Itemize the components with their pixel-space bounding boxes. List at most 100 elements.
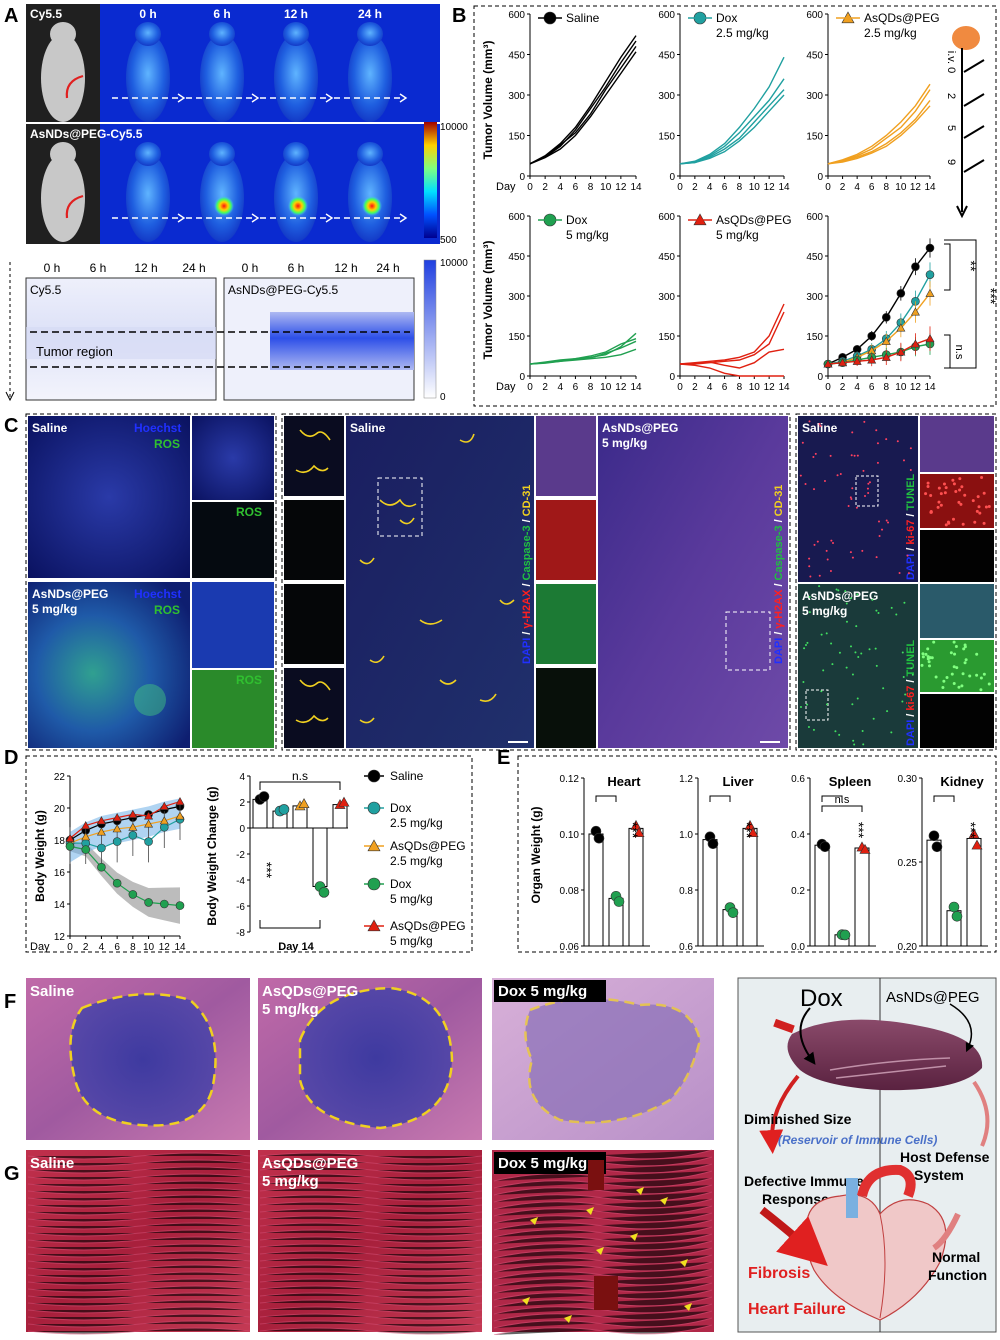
h-defective-1: Defective Immune [744,1173,864,1189]
ki67-speck [825,549,828,552]
tunel-speck [960,684,964,688]
data-point [159,816,169,825]
hm-left-label: Cy5.5 [30,283,62,297]
sig-bracket [933,795,955,802]
legend-marker [367,919,381,932]
cd31-vessel [399,517,415,525]
sig-bracket [259,781,341,790]
y-tick-label: 150 [658,332,675,343]
data-point [838,358,848,367]
sig-label: *** [259,862,275,879]
h-reservoir: (Reservoir of Immune Cells) [778,1133,937,1147]
panel-g-masson-heart: Saline AsQDs@PEG 5 mg/kg Dox 5 mg/kg [26,1149,714,1336]
sig-bracket [944,239,977,369]
panel-a-time-6h: 6 h [213,7,230,21]
x-tick-label: 4 [854,382,860,393]
data-point [144,811,154,820]
organ-point [633,827,645,837]
tumor-curve-4 [680,311,785,365]
fibrosis-arrow-icon [522,1297,530,1305]
ki67-speck [867,492,870,495]
ki67-speck [875,556,878,559]
ki67-speck [829,570,832,573]
data-point [96,827,106,836]
ki67-speck [823,479,826,482]
fiber [27,1180,251,1188]
tumor-signal [214,196,234,216]
x-tick-label: 12 [615,382,627,393]
organ-bar [628,827,644,947]
ki67-speck [808,565,811,568]
tumor-curve-2 [827,83,931,165]
ki67-speck [924,492,928,496]
legend-name: Saline [390,769,424,783]
y-tick-label: 1.2 [679,774,693,785]
ki67-speck [963,493,967,497]
hm-time-8: 24 h [376,261,399,275]
panel-a-colorbar [424,122,437,238]
organ-title: Heart [607,774,641,789]
cd31-vessel [439,679,457,685]
y-tick-label: 600 [658,212,675,223]
organ-point [593,832,605,844]
data-point [128,830,138,840]
fibrosis-arrow-icon [596,1247,604,1255]
organ-point [839,929,851,941]
c3-asnd: AsNDs@PEG [802,589,878,603]
y-tick-label: 12 [54,932,66,943]
c1-asnd: AsNDs@PEG [32,587,108,601]
y-tick-label: 600 [658,10,675,21]
y-tick-label: 0.08 [560,886,580,897]
ki67-speck [976,495,980,499]
tunel-speck [868,648,871,651]
hm-time-4: 24 h [182,261,205,275]
x-tick-label: 4 [558,382,564,393]
organ-point [707,838,719,850]
data-point [910,307,920,316]
y-tick-label: 300 [806,292,823,303]
ki67-speck [814,452,817,455]
ki67-speck [960,485,964,489]
y-tick-label: 150 [658,132,675,143]
y-tick-label: 300 [806,91,823,102]
legend-name: AsQDs@PEG [390,839,466,853]
h-dox-title: Dox [800,985,843,1012]
panel-a-time-12h: 12 h [284,7,308,21]
panel-a-row2-label: AsNDs@PEG-Cy5.5 [30,127,143,141]
tunel-speck [927,660,931,664]
tunel-speck [975,673,979,677]
mouse-fluorescence [126,154,170,242]
x-tick-label: 14 [630,382,642,393]
c3-channel-legend-1: DAPI/ki-67/TUNEL [905,474,917,580]
y-tick-label: 450 [508,51,525,62]
hm-time-5: 0 h [242,261,259,275]
tunel-speck [903,601,906,604]
tunel-speck [845,620,848,623]
x-tick-label: 14 [778,382,790,393]
ki67-speck [887,521,890,524]
panel-a-colorbar-max: 10000 [440,122,468,133]
data-point [112,878,122,888]
data-point [81,820,91,830]
x-tick-label: 8 [884,182,890,193]
arrow-head [325,213,334,223]
tunel-speck [950,672,954,676]
fiber [259,1159,483,1167]
fiber [259,1299,483,1307]
y-tick-label: 450 [658,252,675,263]
data-point [896,289,906,298]
tunel-speck [851,673,854,676]
fiber [27,1250,251,1258]
x-tick-label: 6 [869,182,875,193]
fibrosis-arrow-icon [586,1207,594,1215]
ki67-speck [958,477,962,481]
c1-ros-2: ROS [154,603,180,617]
data-point [97,862,106,872]
panel-letter-c: C [4,415,18,437]
fiber [259,1187,483,1195]
c3-channel-legend-2: DAPI/ki-67/TUNEL [905,640,917,746]
data-point [65,842,75,851]
ki67-speck [951,517,955,521]
fiber [493,1310,713,1322]
tunel-speck [975,652,979,656]
